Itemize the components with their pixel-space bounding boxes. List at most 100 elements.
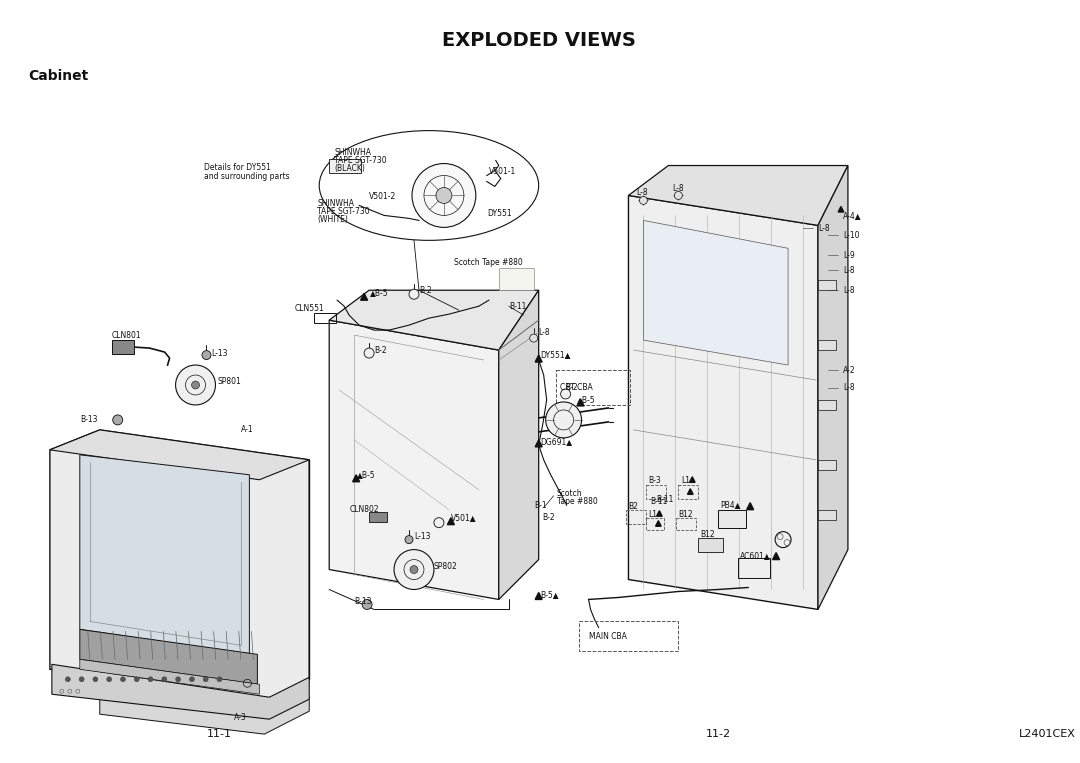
Text: L1: L1 [681, 476, 690, 485]
Polygon shape [536, 355, 542, 362]
Circle shape [529, 334, 538, 342]
Text: B-11: B-11 [650, 497, 667, 506]
Polygon shape [80, 629, 257, 684]
Circle shape [775, 532, 791, 548]
Text: L1: L1 [648, 510, 658, 519]
Text: and surrounding parts: and surrounding parts [204, 172, 291, 181]
Polygon shape [746, 503, 754, 510]
Polygon shape [80, 659, 259, 694]
Text: TAPE SGT-730: TAPE SGT-730 [334, 156, 387, 165]
Polygon shape [361, 293, 367, 300]
Bar [647, 517, 664, 530]
Text: AC601▲: AC601▲ [740, 551, 771, 560]
Bar [329, 159, 361, 172]
Text: 11-2: 11-2 [705, 729, 731, 739]
Text: SP801: SP801 [217, 378, 241, 387]
Text: V501-2: V501-2 [369, 192, 396, 201]
Text: ▲B-5: ▲B-5 [577, 395, 595, 404]
Circle shape [436, 188, 451, 204]
Text: Scotch Tape #880: Scotch Tape #880 [454, 258, 523, 267]
Bar [249, 694, 287, 707]
Text: (BLACK): (BLACK) [334, 164, 365, 173]
Text: A-4▲: A-4▲ [842, 211, 862, 220]
Circle shape [148, 677, 153, 682]
Polygon shape [99, 697, 309, 734]
Text: Cabinet: Cabinet [28, 69, 89, 82]
Polygon shape [536, 439, 542, 447]
Bar [718, 510, 746, 528]
Text: DY551▲: DY551▲ [541, 349, 571, 359]
Text: PB4▲: PB4▲ [720, 501, 741, 509]
Circle shape [176, 365, 216, 405]
Text: L-8: L-8 [673, 184, 684, 193]
Text: Scotch: Scotch [556, 489, 582, 498]
Polygon shape [52, 665, 309, 720]
Text: Tape #880: Tape #880 [556, 497, 597, 506]
Bar [818, 400, 836, 410]
Ellipse shape [320, 130, 539, 240]
Text: B-11: B-11 [657, 495, 674, 504]
Polygon shape [657, 510, 662, 517]
Polygon shape [629, 166, 848, 225]
Text: B-1: B-1 [535, 501, 548, 510]
Polygon shape [772, 552, 780, 559]
Polygon shape [329, 290, 539, 350]
Circle shape [434, 517, 444, 528]
Circle shape [410, 565, 418, 574]
Circle shape [112, 415, 123, 425]
Polygon shape [818, 166, 848, 610]
Circle shape [203, 677, 208, 682]
Bar [647, 485, 666, 499]
Text: 11-1: 11-1 [207, 729, 232, 739]
Circle shape [79, 677, 84, 682]
Text: L-8: L-8 [842, 384, 854, 392]
Text: L-9: L-9 [842, 251, 854, 260]
Text: DG691▲: DG691▲ [541, 437, 572, 446]
Bar [314, 313, 336, 324]
Circle shape [191, 381, 200, 389]
Text: SHINWHA: SHINWHA [318, 199, 354, 208]
Polygon shape [447, 517, 455, 525]
Text: B12: B12 [678, 510, 693, 519]
Text: CLN801: CLN801 [111, 330, 141, 340]
Text: L-8: L-8 [842, 266, 854, 275]
Text: V501-1: V501-1 [489, 167, 516, 176]
Circle shape [162, 677, 166, 682]
Circle shape [176, 677, 180, 682]
Text: SP802: SP802 [434, 562, 458, 571]
Text: B-2: B-2 [374, 346, 387, 355]
Text: B-3: B-3 [648, 476, 661, 485]
Circle shape [674, 192, 683, 199]
Circle shape [362, 600, 373, 610]
Text: CLN802: CLN802 [349, 505, 379, 514]
Bar [818, 280, 836, 290]
Circle shape [545, 402, 581, 438]
Circle shape [66, 677, 70, 682]
Text: ▲B-5: ▲B-5 [357, 470, 376, 479]
Polygon shape [644, 221, 788, 365]
Circle shape [394, 549, 434, 590]
Text: B-2: B-2 [542, 513, 555, 522]
Circle shape [93, 677, 98, 682]
Bar [739, 558, 770, 578]
Polygon shape [353, 475, 360, 481]
Text: L-13: L-13 [212, 349, 228, 358]
Text: A-2: A-2 [842, 365, 855, 375]
Text: A-1: A-1 [242, 426, 254, 434]
Text: A-3: A-3 [234, 713, 247, 722]
Text: ▲B-5: ▲B-5 [370, 288, 389, 297]
Text: B12: B12 [700, 530, 715, 539]
Bar [111, 340, 134, 354]
Text: L-8: L-8 [539, 327, 551, 336]
Polygon shape [688, 489, 693, 494]
Polygon shape [689, 477, 696, 482]
Text: B2: B2 [629, 502, 638, 511]
Text: EXPLODED VIEWS: EXPLODED VIEWS [442, 31, 636, 50]
Text: L2401CEX: L2401CEX [1020, 729, 1076, 739]
Polygon shape [656, 520, 661, 526]
Text: SHINWHA: SHINWHA [334, 148, 372, 157]
Text: L-8: L-8 [818, 224, 829, 233]
Circle shape [217, 677, 222, 682]
Circle shape [561, 389, 570, 399]
Text: L-10: L-10 [842, 231, 860, 240]
